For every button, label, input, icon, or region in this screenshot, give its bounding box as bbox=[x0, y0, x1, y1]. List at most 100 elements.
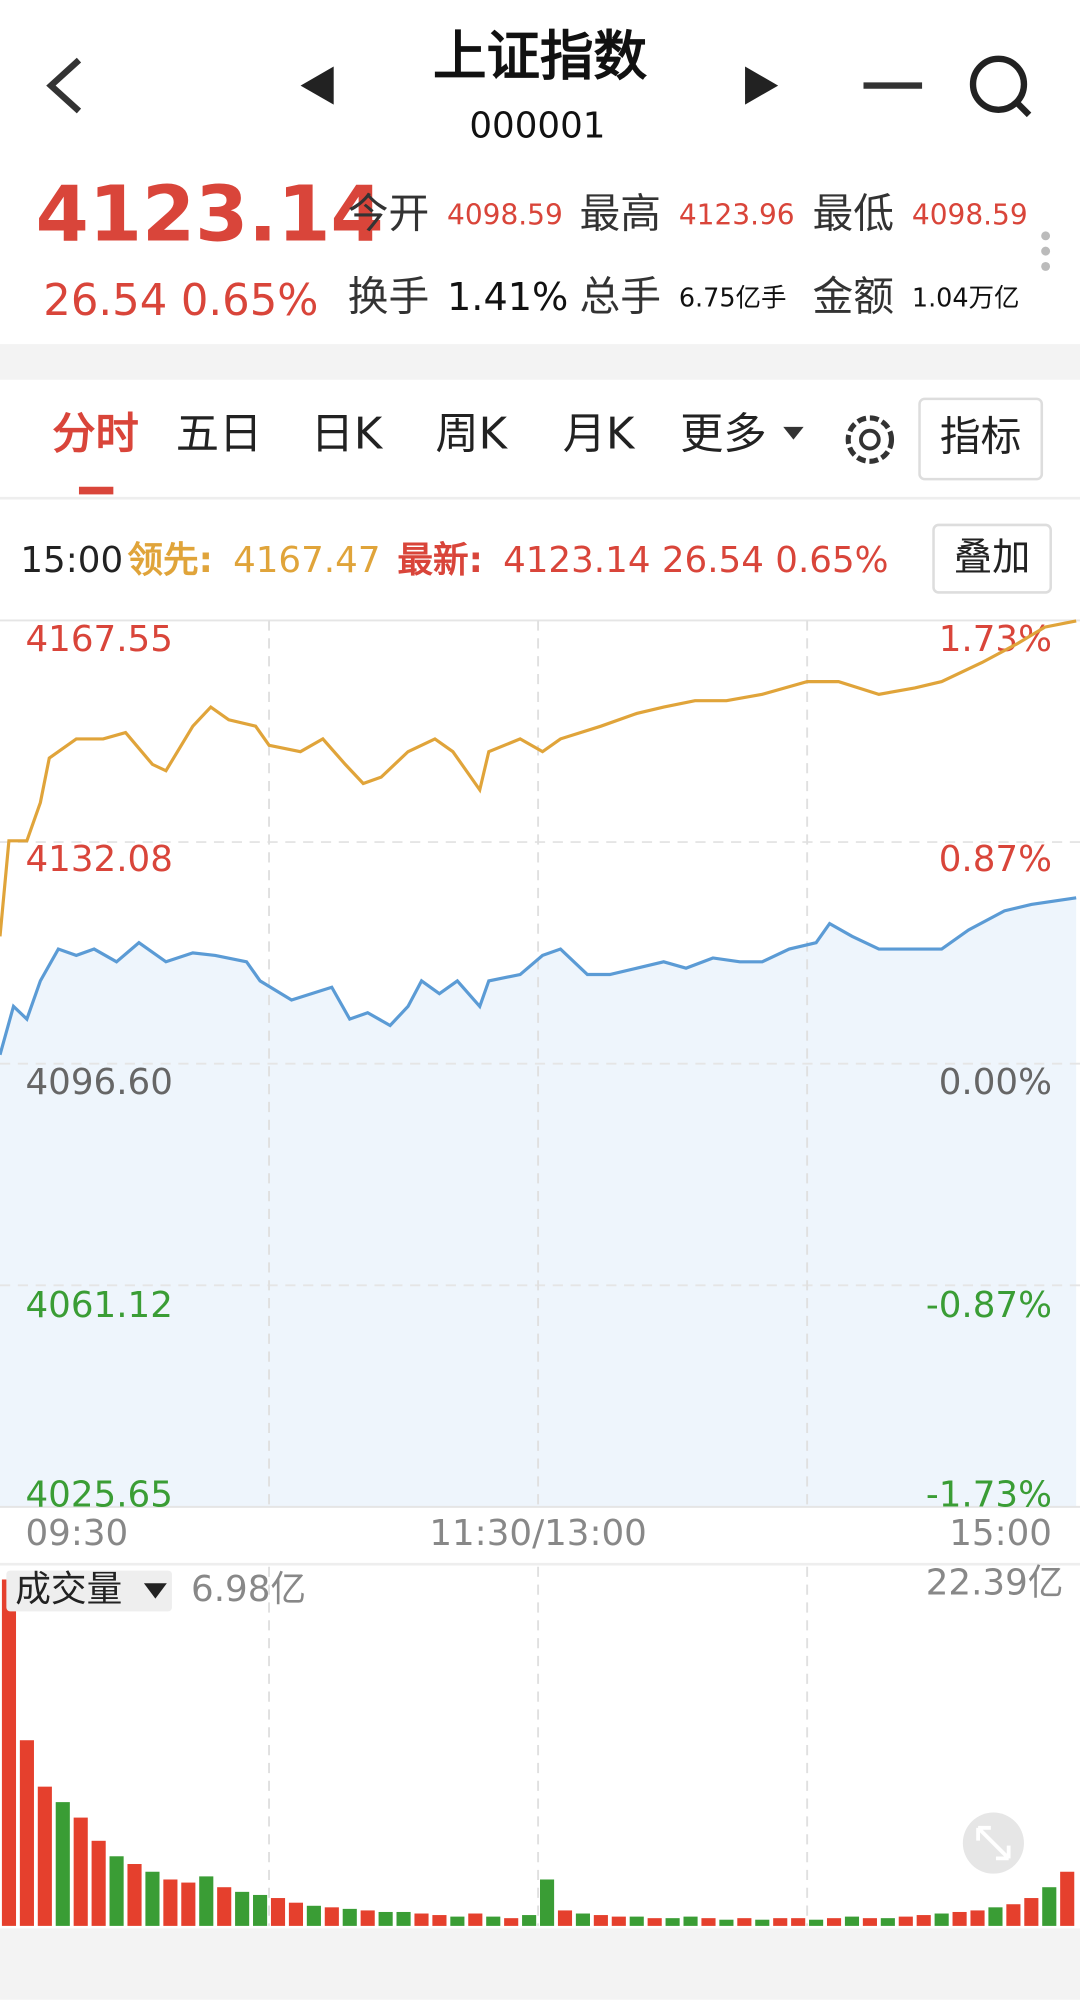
volume-bar bbox=[611, 1916, 626, 1926]
volume-bar bbox=[970, 1910, 985, 1926]
next-button[interactable] bbox=[745, 66, 779, 105]
volume-bar bbox=[575, 1913, 590, 1926]
lead-value: 4167.47 bbox=[233, 540, 380, 581]
more-arrow bbox=[783, 426, 804, 440]
volume-bar bbox=[73, 1817, 88, 1926]
settings-button[interactable] bbox=[845, 415, 895, 464]
tab[interactable]: 周K bbox=[435, 410, 508, 460]
volume-bar bbox=[1006, 1904, 1021, 1926]
volume-bar bbox=[288, 1902, 304, 1926]
overlay-label: 叠加 bbox=[954, 536, 1030, 580]
stat-value: 6.75亿手 bbox=[679, 284, 787, 314]
volume-bar bbox=[163, 1879, 178, 1926]
more-dots[interactable] bbox=[1041, 231, 1051, 271]
volume-bar bbox=[504, 1918, 519, 1926]
volume-bar bbox=[683, 1916, 698, 1926]
y2-tick-label: 1.73% bbox=[939, 619, 1052, 660]
y2-tick-label: 0.87% bbox=[939, 839, 1052, 880]
volume-bar bbox=[791, 1918, 806, 1926]
volume-bar bbox=[235, 1891, 250, 1926]
volume-bar bbox=[719, 1919, 734, 1926]
footer-band bbox=[0, 1928, 1080, 2000]
back-button[interactable] bbox=[46, 57, 82, 114]
price-line bbox=[0, 896, 1077, 1056]
x-tick-label: 09:30 bbox=[25, 1513, 128, 1554]
volume-bar bbox=[432, 1915, 447, 1926]
volume-bar bbox=[55, 1802, 70, 1926]
volume-bar bbox=[468, 1913, 483, 1926]
volume-bar bbox=[306, 1905, 321, 1926]
y2-tick-label: -0.87% bbox=[926, 1285, 1052, 1326]
volume-bar bbox=[862, 1918, 877, 1926]
volume-bar bbox=[91, 1840, 106, 1926]
volume-current: 6.98亿 bbox=[191, 1569, 306, 1610]
volume-bar bbox=[342, 1908, 357, 1926]
lead-label: 领先: bbox=[127, 540, 213, 581]
volume-bar bbox=[826, 1918, 842, 1926]
volume-bar bbox=[127, 1864, 142, 1926]
volume-max: 22.39亿 bbox=[926, 1563, 1064, 1604]
volume-bar bbox=[916, 1915, 931, 1926]
code: 000001 bbox=[469, 106, 605, 147]
stat-value: 4098.59 bbox=[447, 199, 563, 232]
volume-bar bbox=[378, 1911, 393, 1926]
stat-label: 今开 bbox=[348, 190, 430, 238]
tab[interactable]: 五日 bbox=[176, 410, 263, 460]
y-tick-label: 4132.08 bbox=[25, 839, 172, 880]
tab[interactable]: 月K bbox=[563, 410, 636, 460]
tab[interactable]: 分时 bbox=[52, 410, 139, 460]
volume-bar bbox=[109, 1856, 124, 1926]
change-pct: 0.65% bbox=[181, 276, 319, 326]
volume-bar bbox=[1024, 1898, 1039, 1926]
tab[interactable]: 更多 bbox=[680, 410, 767, 460]
stat-value: 1.04万亿 bbox=[912, 284, 1020, 314]
stat-label: 金额 bbox=[813, 273, 895, 321]
volume-bar bbox=[199, 1876, 214, 1926]
volume-bar bbox=[988, 1907, 1003, 1926]
volume-bar bbox=[1060, 1871, 1075, 1926]
volume-bar bbox=[773, 1918, 788, 1926]
prev-button[interactable] bbox=[300, 66, 334, 105]
volume-bar bbox=[414, 1913, 429, 1926]
stat-value: 1.41% bbox=[447, 276, 568, 320]
volume-bar bbox=[737, 1918, 752, 1926]
volume-bar bbox=[217, 1887, 232, 1926]
volume-bar bbox=[1, 1579, 17, 1926]
y-tick-label: 4167.55 bbox=[25, 619, 172, 660]
volume-arrow bbox=[143, 1583, 167, 1599]
indicator-button[interactable] bbox=[918, 397, 1044, 481]
volume-selector[interactable] bbox=[6, 1570, 172, 1612]
stat-value: 4098.59 bbox=[912, 199, 1028, 232]
y-tick-label: 4061.12 bbox=[25, 1285, 172, 1326]
volume-bar bbox=[253, 1894, 268, 1926]
tab-underline bbox=[78, 486, 114, 495]
search-button[interactable] bbox=[969, 55, 1032, 118]
latest-label: 最新: bbox=[397, 540, 483, 581]
tab[interactable]: 日K bbox=[311, 410, 384, 460]
volume-bar bbox=[37, 1786, 52, 1926]
overlay-button[interactable] bbox=[932, 523, 1052, 594]
volume-bar bbox=[880, 1918, 895, 1926]
area bbox=[0, 897, 1077, 1507]
volume-bar bbox=[629, 1916, 644, 1926]
volume-bar bbox=[181, 1882, 196, 1926]
volume-bar bbox=[701, 1918, 716, 1926]
expand-button[interactable] bbox=[962, 1812, 1024, 1874]
stat-label: 总手 bbox=[579, 273, 661, 321]
volume-bar bbox=[952, 1911, 967, 1926]
y-tick-label: 4096.60 bbox=[25, 1062, 172, 1103]
stat-label: 最高 bbox=[579, 190, 661, 238]
volume-bar bbox=[934, 1913, 949, 1926]
stat-label: 换手 bbox=[348, 273, 430, 321]
y2-tick-label: -1.73% bbox=[926, 1475, 1052, 1516]
latest-value: 4123.14 26.54 0.65% bbox=[503, 540, 888, 581]
volume-bar bbox=[145, 1871, 160, 1926]
volume-bar bbox=[486, 1916, 501, 1926]
volume-bar bbox=[593, 1915, 608, 1926]
volume-label: 成交量 bbox=[15, 1569, 122, 1610]
title: 上证指数 bbox=[433, 25, 647, 88]
stat-label: 最低 bbox=[813, 190, 895, 238]
stat-value: 4123.96 bbox=[679, 199, 795, 232]
volume-bar bbox=[540, 1879, 555, 1926]
